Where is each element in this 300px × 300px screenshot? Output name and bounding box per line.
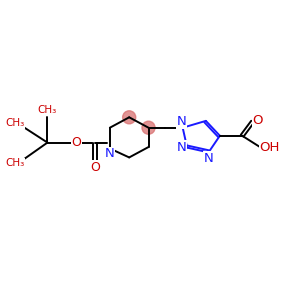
Text: OH: OH (259, 140, 280, 154)
Circle shape (123, 111, 136, 124)
Text: CH₃: CH₃ (5, 158, 24, 168)
Text: O: O (90, 161, 100, 174)
Text: O: O (71, 136, 81, 149)
Text: CH₃: CH₃ (38, 105, 57, 115)
Text: O: O (253, 114, 263, 127)
Text: N: N (177, 115, 187, 128)
Text: N: N (204, 152, 213, 165)
Circle shape (142, 121, 155, 134)
Text: N: N (176, 141, 186, 154)
Text: CH₃: CH₃ (5, 118, 24, 128)
Text: N: N (105, 147, 115, 161)
